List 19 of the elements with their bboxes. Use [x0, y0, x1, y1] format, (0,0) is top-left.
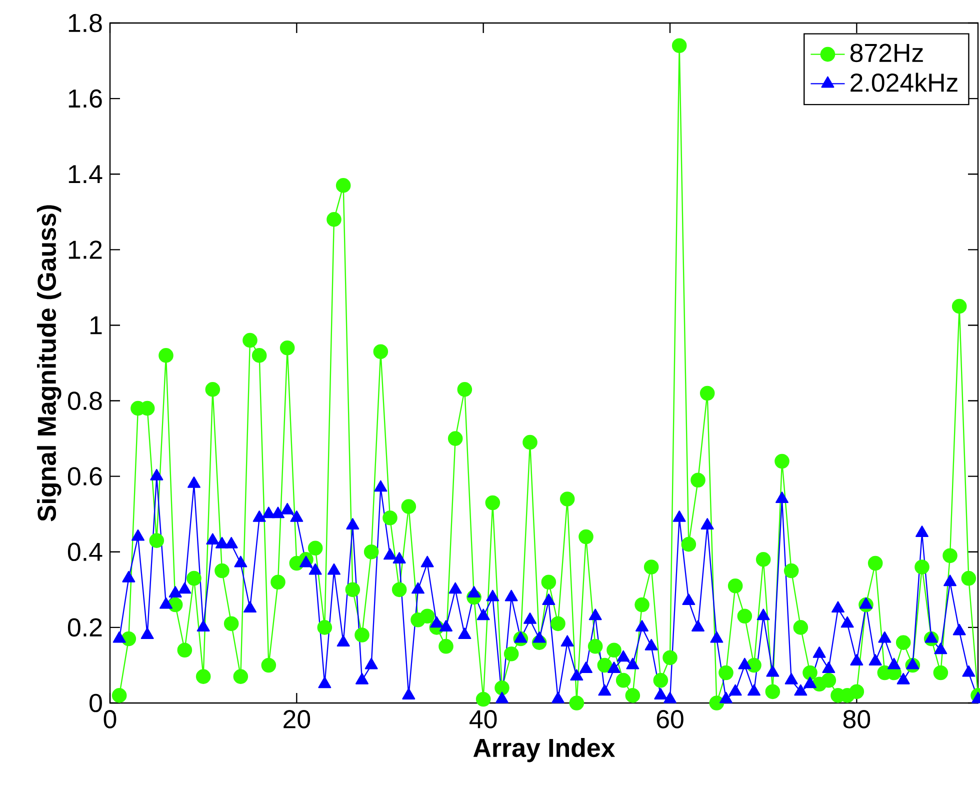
y-tick-label: 1.8 [68, 14, 102, 32]
x-tick-label: 40 [470, 710, 497, 728]
y-tick-label: 0.8 [68, 392, 102, 410]
x-tick-label: 0 [104, 710, 116, 728]
y-tick-label: 1.4 [68, 165, 102, 184]
x-tick-label: 20 [284, 710, 310, 728]
y-tick-label: 0.2 [68, 618, 102, 637]
y-tick-label: 1.6 [68, 89, 102, 108]
legend-label: 872Hz [850, 44, 923, 62]
y-tick-label: 1 [90, 316, 102, 334]
legend-label: 2.024kHz [850, 72, 958, 92]
y-tick-label: 0.6 [68, 467, 102, 486]
y-axis-title: Signal Magnitude (Gauss) [37, 205, 62, 522]
x-axis-title: Array Index [473, 738, 616, 762]
x-tick-label: 80 [843, 710, 870, 728]
y-tick-label: 0 [90, 694, 102, 712]
x-tick-label: 60 [656, 710, 684, 728]
y-tick-label: 0.4 [68, 542, 102, 562]
y-tick-label: 1.2 [68, 240, 102, 259]
